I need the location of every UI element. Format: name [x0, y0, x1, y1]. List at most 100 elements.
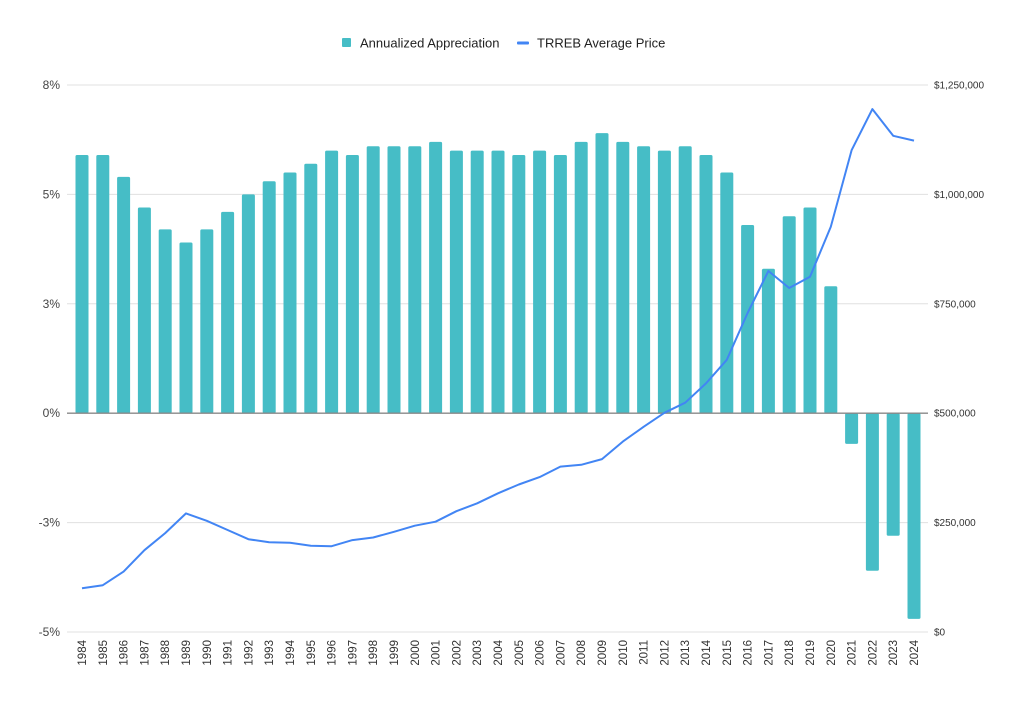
- bar-2016: [741, 225, 755, 414]
- x-tick-label: 2005: [514, 640, 526, 666]
- x-tick-label: 1987: [139, 640, 151, 666]
- line-series-trreb-average-price: [81, 108, 915, 590]
- bar-2000: [408, 146, 422, 414]
- bar-2005: [512, 155, 526, 414]
- right-tick-label: $750,000: [934, 299, 976, 310]
- x-tick-label: 2010: [618, 640, 630, 666]
- left-tick-label: -5%: [39, 625, 61, 639]
- x-tick-label: 2013: [680, 640, 692, 666]
- bar-2022: [865, 413, 879, 571]
- legend-swatch-trreb-average-price: [517, 41, 529, 45]
- x-tick-label: 2015: [722, 640, 734, 666]
- bar-1996: [325, 150, 339, 414]
- bar-1986: [117, 176, 131, 414]
- left-tick-label: 0%: [43, 406, 61, 420]
- bar-1998: [366, 146, 380, 414]
- left-tick-label: 8%: [43, 78, 61, 92]
- x-tick-label: 1995: [306, 640, 318, 666]
- bar-2002: [449, 150, 463, 414]
- x-tick-label: 2019: [805, 640, 817, 666]
- bar-1993: [262, 181, 276, 414]
- x-tick-label: 2023: [888, 640, 900, 666]
- left-tick-label: -3%: [39, 516, 61, 530]
- bar-2013: [678, 146, 692, 414]
- bar-2010: [616, 141, 630, 414]
- x-tick-label: 1988: [160, 640, 172, 666]
- bar-2006: [533, 150, 547, 414]
- right-tick-label: $1,000,000: [934, 190, 984, 201]
- bar-1989: [179, 242, 193, 414]
- x-tick-label: 1993: [264, 640, 276, 666]
- bar-2021: [845, 413, 859, 444]
- x-tick-label: 2006: [535, 640, 547, 666]
- bar-2024: [907, 413, 921, 619]
- bar-2015: [720, 172, 734, 414]
- right-tick-label: $1,250,000: [934, 81, 984, 92]
- bar-1992: [241, 194, 255, 414]
- x-tick-label: 1992: [243, 640, 255, 666]
- x-tick-label: 2001: [431, 640, 443, 666]
- x-tick-label: 2020: [826, 640, 838, 666]
- bar-2019: [803, 207, 817, 414]
- x-tick-label: 1986: [119, 640, 131, 666]
- bar-2018: [782, 216, 796, 414]
- bar-2004: [491, 150, 505, 414]
- x-tick-label: 1997: [347, 640, 359, 666]
- bar-1991: [221, 211, 235, 414]
- x-tick-label: 1985: [98, 640, 110, 666]
- legend: Annualized Appreciation TRREB Average Pr…: [342, 36, 665, 51]
- bar-1999: [387, 146, 401, 414]
- bar-series-annualized-appreciation: [75, 133, 921, 619]
- x-tick-label: 2014: [701, 639, 713, 665]
- x-tick-label: 2000: [410, 640, 422, 666]
- bar-1995: [304, 163, 318, 414]
- x-tick-label: 2021: [847, 640, 859, 666]
- x-tick-label: 1998: [368, 640, 380, 666]
- price-line: [81, 108, 915, 590]
- x-tick-label: 2012: [659, 640, 671, 666]
- x-tick-label: 1989: [181, 640, 193, 666]
- right-tick-label: $0: [934, 628, 946, 639]
- x-tick-label: 2007: [555, 640, 567, 666]
- x-tick-label: 1994: [285, 639, 297, 665]
- legend-label-annualized-appreciation: Annualized Appreciation: [360, 36, 500, 51]
- bar-2017: [761, 268, 775, 414]
- legend-swatch-annualized-appreciation: [342, 38, 351, 47]
- right-axis: $0 $250,000 $500,000 $750,000 $1,000,000 $1,2…: [934, 81, 984, 639]
- bar-2003: [470, 150, 484, 414]
- x-tick-label: 2018: [784, 640, 796, 666]
- bar-2008: [574, 141, 588, 414]
- x-tick-label: 2017: [763, 640, 775, 666]
- left-tick-label: 5%: [43, 187, 61, 201]
- x-tick-label: 2003: [472, 640, 484, 666]
- x-tick-label: 2002: [451, 640, 463, 666]
- x-tick-label: 2011: [639, 640, 651, 665]
- bar-2001: [429, 141, 443, 414]
- legend-label-trreb-average-price: TRREB Average Price: [537, 36, 665, 51]
- bar-1988: [158, 229, 172, 414]
- left-tick-label: 3%: [43, 297, 61, 311]
- x-tick-label: 1990: [202, 640, 214, 666]
- bar-2020: [824, 286, 838, 414]
- right-tick-label: $250,000: [934, 518, 976, 529]
- x-axis: 1984 1985 1986 1987 1988 1989 1990 1991 1992 1993…: [77, 639, 921, 665]
- x-tick-label: 1996: [327, 640, 339, 666]
- bar-1994: [283, 172, 297, 414]
- left-axis: -5% -3% 0% 3% 5% 8%: [39, 78, 61, 639]
- bar-1997: [345, 155, 359, 414]
- x-tick-label: 2004: [493, 639, 505, 665]
- x-tick-label: 1999: [389, 640, 401, 666]
- bar-2007: [553, 155, 567, 414]
- bar-2011: [637, 146, 651, 414]
- bar-1990: [200, 229, 214, 414]
- x-tick-label: 1991: [223, 640, 235, 666]
- x-tick-label: 2008: [576, 640, 588, 666]
- x-tick-label: 1984: [77, 639, 89, 665]
- bar-1985: [96, 155, 110, 414]
- bar-2014: [699, 155, 713, 414]
- bar-1987: [137, 207, 151, 414]
- right-tick-label: $500,000: [934, 409, 976, 420]
- x-tick-label: 2016: [743, 640, 755, 666]
- bar-1984: [75, 155, 89, 414]
- x-tick-label: 2022: [867, 640, 879, 666]
